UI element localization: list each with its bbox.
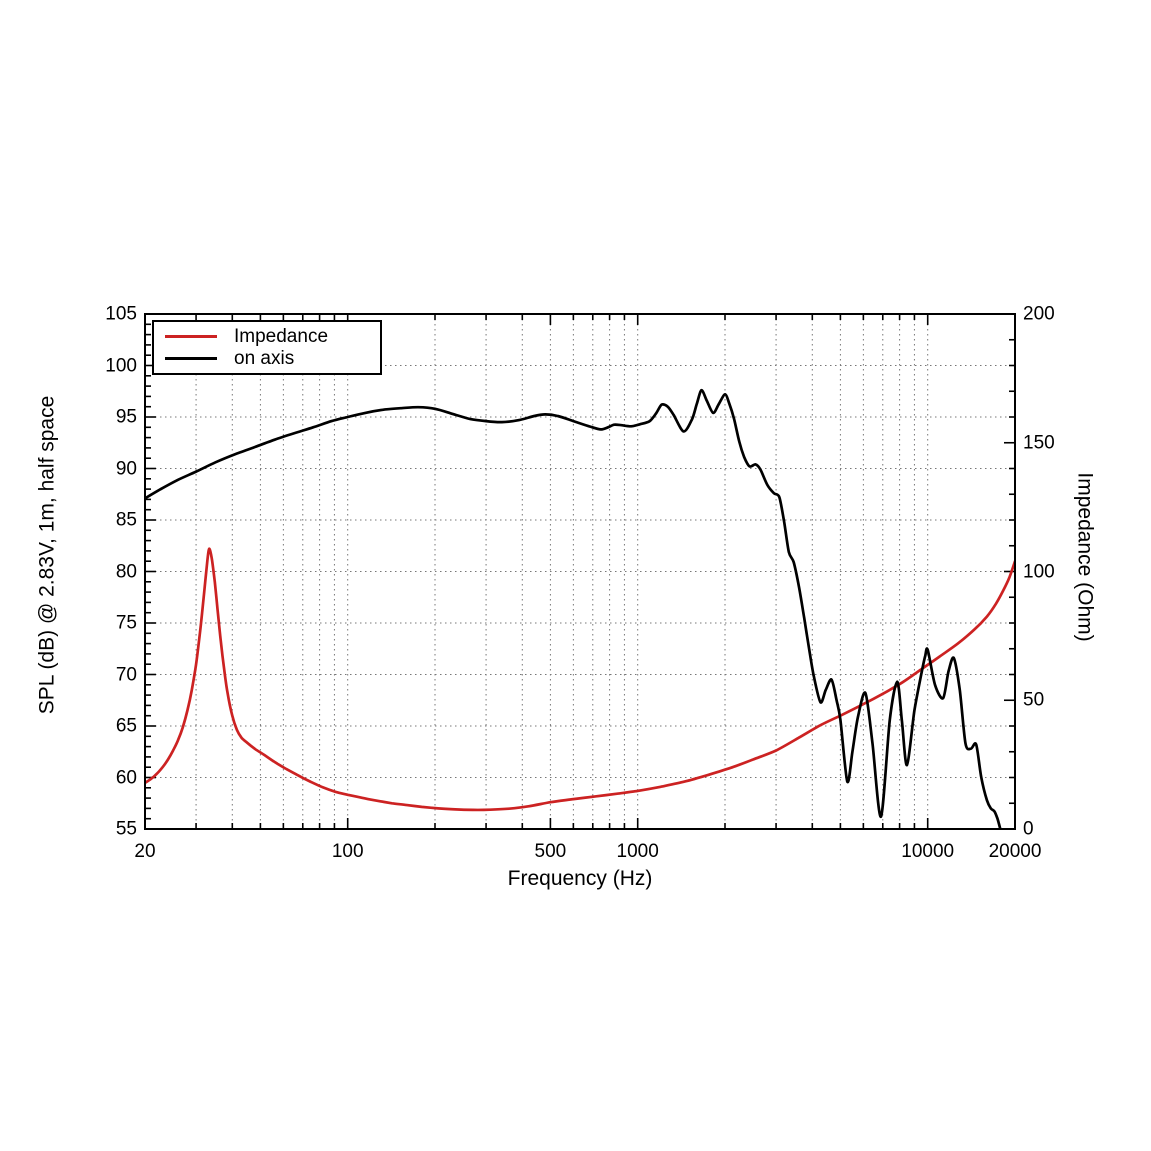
y-right-tick-label: 50 <box>1023 689 1045 711</box>
plot-frame <box>144 313 1016 830</box>
y-left-tick-label: 90 <box>115 458 137 479</box>
on-axis-curve <box>145 388 1002 829</box>
impedance-curve <box>145 547 1015 812</box>
y-left-tick-label: 65 <box>115 715 137 737</box>
on-axis-line-swatch <box>165 356 217 360</box>
x-tick-label: 500 <box>534 841 567 862</box>
x-tick-label: 20000 <box>988 841 1042 862</box>
legend-row-impedance: Impedance <box>154 327 380 346</box>
y-left-tick-label: 100 <box>105 355 137 376</box>
y-right-tick-label: 0 <box>1023 818 1034 840</box>
y-left-tick-label: 105 <box>105 303 137 325</box>
y-left-tick-label: 55 <box>115 818 137 840</box>
x-tick-label: 10000 <box>901 841 955 862</box>
y-left-tick-label: 75 <box>115 612 137 634</box>
y-left-tick-label: 70 <box>115 664 137 685</box>
grid-lines <box>145 314 1015 829</box>
y-right-tick-label: 100 <box>1023 561 1055 582</box>
y-left-tick-label: 80 <box>115 561 137 582</box>
legend-label-impedance: Impedance <box>234 326 329 348</box>
y-left-tick-label: 85 <box>115 509 137 531</box>
x-tick-label: 1000 <box>616 841 659 862</box>
x-tick-label: 20 <box>134 841 156 862</box>
y-right-axis-title: Impedance (Ohm) <box>1073 472 1097 642</box>
y-left-axis-title: SPL (dB) @ 2.83V, 1m, half space <box>35 395 59 715</box>
legend-row-on-axis: on axis <box>154 349 380 368</box>
impedance-line-swatch <box>165 335 217 339</box>
y-right-tick-label: 200 <box>1023 303 1055 325</box>
x-axis-title: Frequency (Hz) <box>507 867 653 890</box>
legend-box: Impedance on axis <box>152 320 382 375</box>
legend-label-on-axis: on axis <box>234 347 295 369</box>
y-left-tick-label: 60 <box>115 767 137 788</box>
y-left-tick-label: 95 <box>115 406 137 428</box>
y-right-tick-label: 150 <box>1023 432 1055 454</box>
x-tick-label: 100 <box>331 841 364 862</box>
